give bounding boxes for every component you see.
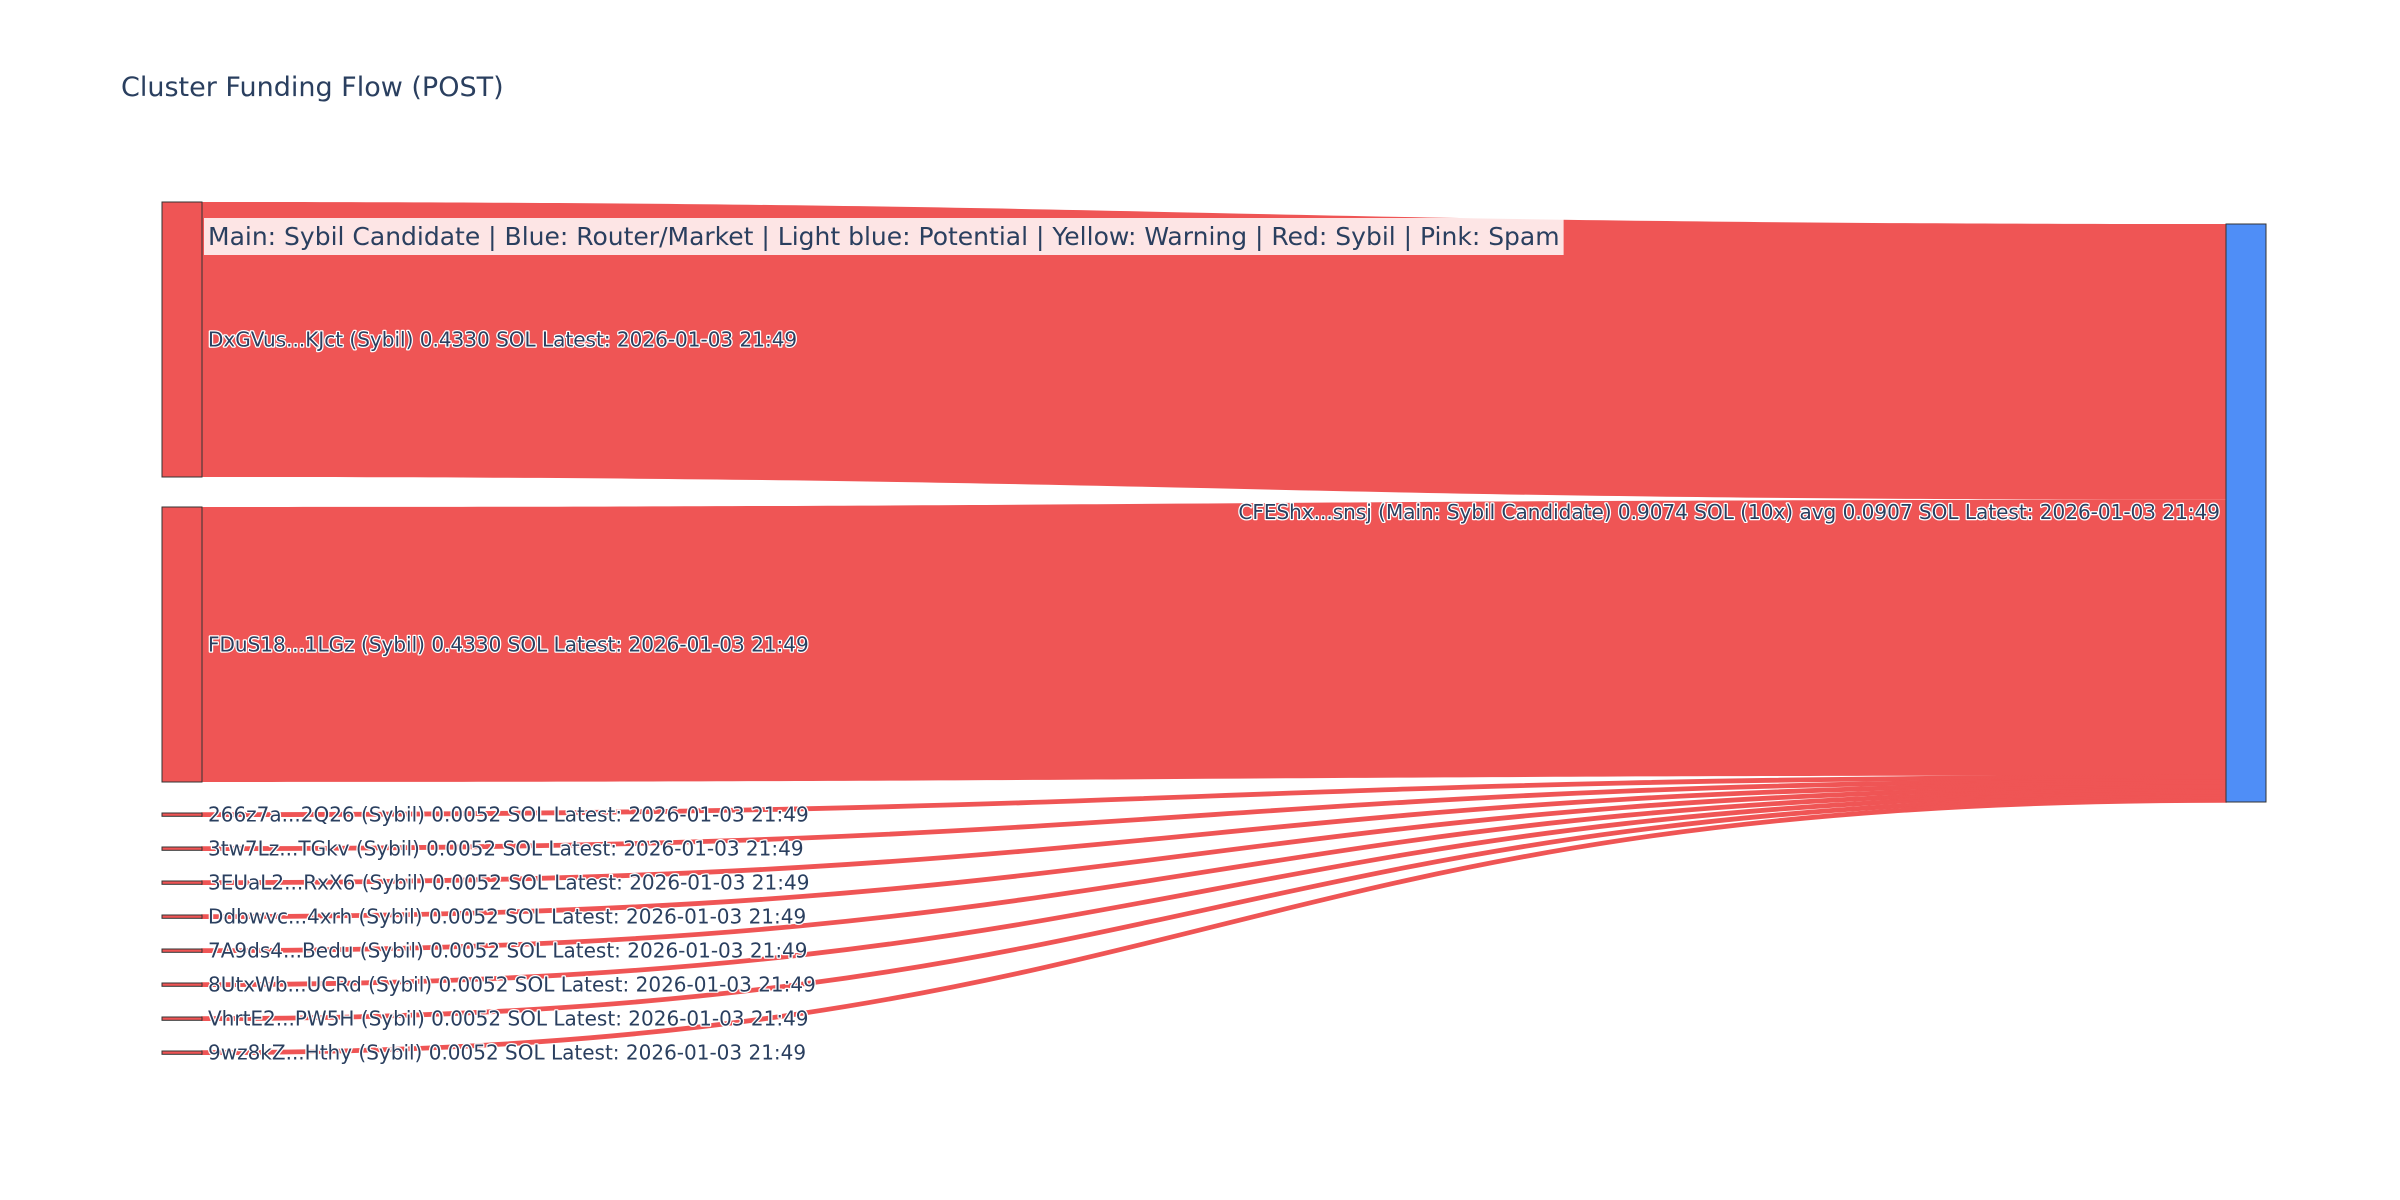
- source-label-s9: VhrtE2...PW5H (Sybil) 0.0052 SOL Latest:…: [208, 1007, 809, 1031]
- target-node[interactable]: [2225, 223, 2267, 803]
- node-labels: DxGVus...KJct (Sybil) 0.4330 SOL Latest:…: [207, 326, 2222, 1066]
- flow-link-s2[interactable]: [202, 499, 2226, 782]
- source-node-s3[interactable]: [161, 812, 203, 817]
- source-label-s4: 3tw7Lz...TGkv (Sybil) 0.0052 SOL Latest:…: [208, 837, 804, 861]
- target-label: CFEShx...snsj (Main: Sybil Candidate) 0.…: [1238, 500, 2220, 524]
- source-node-s2[interactable]: [161, 506, 203, 783]
- source-label-s7: 7A9ds4...Bedu (Sybil) 0.0052 SOL Latest:…: [208, 939, 808, 963]
- source-node-s9[interactable]: [161, 1016, 203, 1021]
- source-node-s1[interactable]: [161, 201, 203, 478]
- legend: Main: Sybil Candidate | Blue: Router/Mar…: [204, 218, 1564, 255]
- source-label-s2: FDuS18...1LGz (Sybil) 0.4330 SOL Latest:…: [208, 633, 809, 657]
- source-node-s5[interactable]: [161, 880, 203, 885]
- source-node-s6[interactable]: [161, 914, 203, 919]
- legend-text: Main: Sybil Candidate | Blue: Router/Mar…: [208, 222, 1560, 251]
- source-label-s10: 9wz8kZ...Hthy (Sybil) 0.0052 SOL Latest:…: [208, 1041, 806, 1065]
- flow-nodes: [161, 201, 2267, 1055]
- legend-background: [204, 218, 1564, 255]
- source-label-s1: DxGVus...KJct (Sybil) 0.4330 SOL Latest:…: [208, 328, 797, 352]
- source-label-s8: 8UtxWb...UCRd (Sybil) 0.0052 SOL Latest:…: [208, 973, 816, 997]
- source-label-s5: 3EUaL2...RxX6 (Sybil) 0.0052 SOL Latest:…: [208, 871, 809, 895]
- source-node-s7[interactable]: [161, 948, 203, 953]
- source-node-s8[interactable]: [161, 982, 203, 987]
- diagram-title: Cluster Funding Flow (POST): [121, 72, 504, 103]
- source-label-s3: 266z7a...2Q26 (Sybil) 0.0052 SOL Latest:…: [208, 803, 809, 827]
- source-label-s6: Ddbwvc...4xrh (Sybil) 0.0052 SOL Latest:…: [208, 905, 806, 929]
- flow-link-s1[interactable]: [202, 202, 2226, 500]
- source-node-s10[interactable]: [161, 1050, 203, 1055]
- source-node-s4[interactable]: [161, 846, 203, 851]
